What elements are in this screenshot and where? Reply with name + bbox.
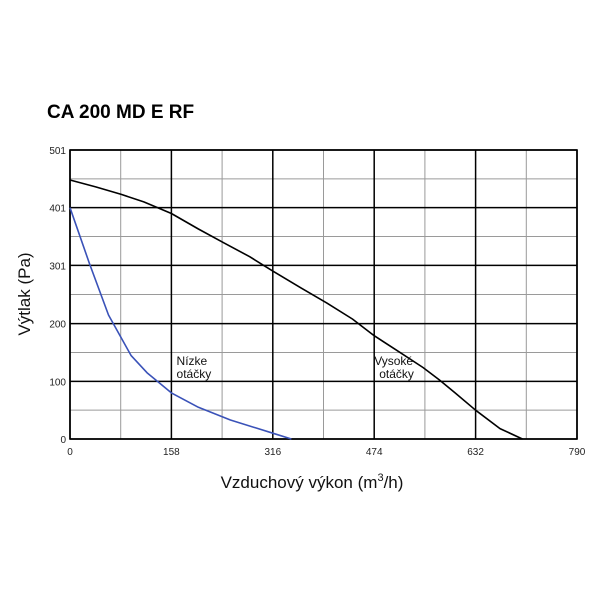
x-tick-label: 158 [163, 447, 180, 458]
annotation-line: otáčky [379, 367, 414, 381]
x-tick-label: 316 [264, 447, 281, 458]
annotation-high-speed: Vysoké otáčky [374, 354, 414, 381]
x-tick-label: 790 [569, 447, 586, 458]
x-tick-label: 474 [366, 447, 383, 458]
plot-frame [69, 149, 578, 440]
x-tick-label: 632 [467, 447, 484, 458]
x-tick-label: 0 [67, 447, 73, 458]
x-axis-label-end: /h) [384, 473, 404, 492]
x-axis-label-main: Vzduchový výkon (m [221, 473, 378, 492]
chart-title: CA 200 MD E RF [47, 102, 195, 123]
y-tick-label: 301 [49, 261, 66, 272]
y-tick-label: 501 [49, 146, 66, 157]
annotation-line: Nízke [177, 354, 208, 368]
x-axis-label-sup: 3 [377, 472, 383, 484]
y-axis-label: Výtlak (Pa) [15, 252, 34, 335]
series-line-low-speed [69, 207, 292, 440]
series-layer [69, 179, 523, 440]
annotation-line: Vysoké [374, 354, 413, 368]
x-axis-label: Vzduchový výkon (m3/h) [221, 472, 404, 492]
y-tick-label: 100 [49, 377, 66, 388]
grid-layer [69, 149, 578, 440]
ticks-layer: 0 158 316 474 632 790 0 100 200 301 401 501 [49, 146, 585, 458]
y-tick-label: 200 [49, 320, 66, 331]
y-tick-label: 401 [49, 204, 66, 215]
series-line-high-speed [69, 179, 523, 440]
annotation-low-speed: Nízke otáčky [177, 354, 212, 381]
y-tick-label: 0 [60, 435, 66, 446]
annotation-line: otáčky [177, 367, 212, 381]
